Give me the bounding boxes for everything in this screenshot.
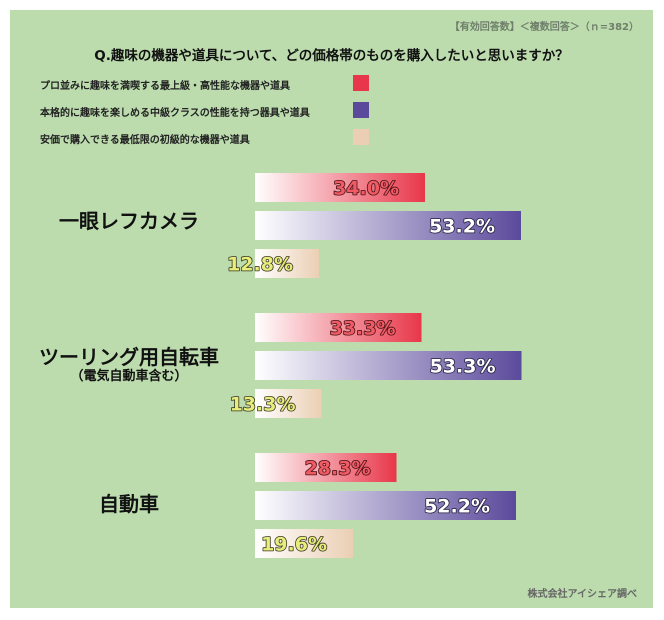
legend-label-midrange: 本格的に趣味を楽しめる中級クラスの性能を持つ器具や道具 [40,108,310,119]
data-label-midrange-2: 52.2% [424,496,490,518]
bar-midrange-2 [255,491,516,520]
data-label-budget-1: 13.3% [230,394,296,416]
bar-plot: 34.0% 53.2% 12.8% 33.3% 53.3% 13.3% 28.3% 52.2%… [226,173,522,558]
chart-title: Q.趣味の機器や道具について、どの価格帯のものを購入したいと思いますか？ [94,48,569,64]
legend-swatch-midrange [353,102,369,118]
bar-budget-1 [255,389,322,418]
chart-panel: 【有効回答数】＜複数回答＞（ｎ=382） Q.趣味の機器や道具について、どの価格… [10,10,653,608]
category-sublabel-bicycle: （電気自動車含む） [70,369,188,384]
legend-item-midrange: 本格的に趣味を楽しめる中級クラスの性能を持つ器具や道具 [40,102,370,120]
legend-swatch-budget [353,129,369,145]
data-label-premium-2: 28.3% [305,458,371,480]
data-label-budget-0: 12.8% [227,254,293,276]
bar-premium-2 [255,453,397,482]
bar-midrange-0 [255,211,521,240]
data-label-midrange-1: 53.3% [430,356,496,378]
category-label-car: 自動車 [99,492,159,516]
source-credit: 株式会社アイシェア調べ [527,589,638,600]
legend-label-budget: 安価で購入できる最低限の初級的な機器や道具 [40,135,250,146]
bar-premium-0 [255,173,425,202]
sample-size-note: 【有効回答数】＜複数回答＞（ｎ=382） [449,22,639,33]
legend-swatch-premium [353,75,369,91]
bar-midrange-1 [255,351,522,380]
legend-item-premium: プロ並みに趣味を満喫する最上級・高性能な機器や道具 [40,75,370,93]
category-label-bicycle: ツーリング用自転車 [39,345,219,369]
legend-item-budget: 安価で購入できる最低限の初級的な機器や道具 [40,129,370,147]
data-label-budget-2: 19.6% [261,534,327,556]
data-label-midrange-0: 53.2% [429,216,495,238]
data-label-premium-0: 34.0% [333,178,399,200]
legend-label-premium: プロ並みに趣味を満喫する最上級・高性能な機器や道具 [40,81,290,92]
bar-budget-2 [255,529,353,558]
data-label-premium-1: 33.3% [330,318,396,340]
bar-premium-1 [255,313,422,342]
bar-budget-0 [255,249,319,278]
category-label-camera: 一眼レフカメラ [59,209,199,233]
